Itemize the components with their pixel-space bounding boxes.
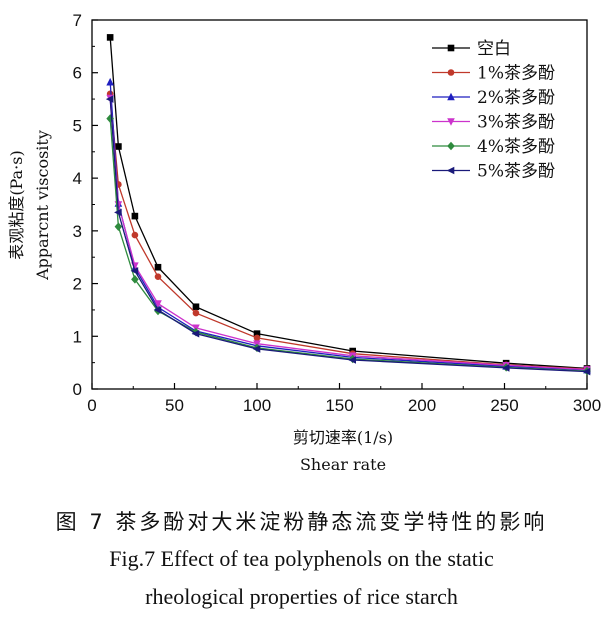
legend-label: 2%茶多酚 xyxy=(477,88,555,108)
x-axis-title-en: Shear rate xyxy=(300,455,386,474)
data-point xyxy=(447,141,455,151)
legend-entry: 空白 xyxy=(432,39,511,59)
legend-entry: 1%茶多酚 xyxy=(432,64,555,84)
y-tick-label: 6 xyxy=(73,64,82,83)
axis-ticks: 0 50 100 150 200 250 300 0 1 2 3 4 5 6 7 xyxy=(73,11,602,415)
y-tick-label: 3 xyxy=(73,222,82,241)
data-point xyxy=(153,306,162,314)
data-point xyxy=(447,44,455,52)
y-axis-title: 表观粘度(Pa·s) xyxy=(7,150,26,259)
data-point xyxy=(105,95,114,103)
legend: 空白 1%茶多酚 2%茶多酚 3%茶多酚 4%茶多酚 5%茶多酚 xyxy=(432,39,555,182)
legend-label: 3%茶多酚 xyxy=(477,113,555,133)
figure-caption-en-line1: Fig.7 Effect of tea polyphenols on the s… xyxy=(109,546,494,571)
legend-label: 4%茶多酚 xyxy=(477,137,555,157)
x-tick-label: 50 xyxy=(165,396,184,415)
data-point xyxy=(115,143,122,150)
y-tick-label: 7 xyxy=(73,11,82,30)
data-point xyxy=(106,77,114,86)
series-line xyxy=(109,93,588,370)
data-point xyxy=(114,208,122,217)
data-point xyxy=(447,92,455,101)
y-tick-label: 1 xyxy=(73,327,82,346)
data-point xyxy=(130,267,139,275)
data-point xyxy=(106,34,114,41)
data-point xyxy=(253,334,261,342)
data-point xyxy=(446,166,455,175)
x-tick-label: 250 xyxy=(490,396,518,415)
legend-label: 1%茶多酚 xyxy=(477,64,555,84)
x-axis-title: 剪切速率(1/s) xyxy=(293,428,393,447)
x-tick-label: 0 xyxy=(87,396,96,415)
data-point xyxy=(348,356,356,364)
y-tick-label: 2 xyxy=(73,275,82,294)
figure-caption-zh: 图 7 茶多酚对大米淀粉静态流变学特性的影响 xyxy=(55,510,548,534)
x-tick-label: 100 xyxy=(243,396,271,415)
data-point xyxy=(131,231,139,239)
legend-entry: 3%茶多酚 xyxy=(432,113,555,133)
legend-entry: 2%茶多酚 xyxy=(432,88,555,108)
y-tick-label: 0 xyxy=(73,380,82,399)
data-point xyxy=(582,367,591,376)
data-point xyxy=(447,118,455,126)
legend-label: 5%茶多酚 xyxy=(477,162,555,182)
legend-entry: 4%茶多酚 xyxy=(432,137,555,157)
data-point xyxy=(191,329,200,338)
data-point xyxy=(501,364,510,372)
y-axis-title-en: Apparcnt viscosity xyxy=(33,130,52,281)
legend-entry: 5%茶多酚 xyxy=(432,162,555,182)
data-point xyxy=(253,330,261,337)
viscosity-chart: 0 50 100 150 200 250 300 0 1 2 3 4 5 6 7 空白 1%茶多酚 2%茶多酚 3… xyxy=(7,11,602,474)
y-tick-label: 4 xyxy=(73,169,82,188)
x-tick-label: 300 xyxy=(573,396,601,415)
series-layer xyxy=(105,34,591,376)
data-point xyxy=(447,69,455,76)
x-tick-label: 200 xyxy=(408,396,436,415)
series-2 xyxy=(106,90,591,373)
data-point xyxy=(154,273,162,281)
series-6 xyxy=(105,95,591,376)
data-point xyxy=(192,309,200,317)
data-point xyxy=(131,212,139,220)
data-point xyxy=(114,222,123,231)
data-point xyxy=(154,300,162,308)
data-point xyxy=(192,303,200,311)
y-tick-label: 5 xyxy=(73,116,82,135)
x-tick-label: 150 xyxy=(325,396,353,415)
legend-label: 空白 xyxy=(477,39,511,59)
data-point xyxy=(154,263,162,271)
data-point xyxy=(252,345,261,353)
figure-caption-en-line2: rheological properties of rice starch xyxy=(145,584,458,609)
data-point xyxy=(131,275,139,284)
